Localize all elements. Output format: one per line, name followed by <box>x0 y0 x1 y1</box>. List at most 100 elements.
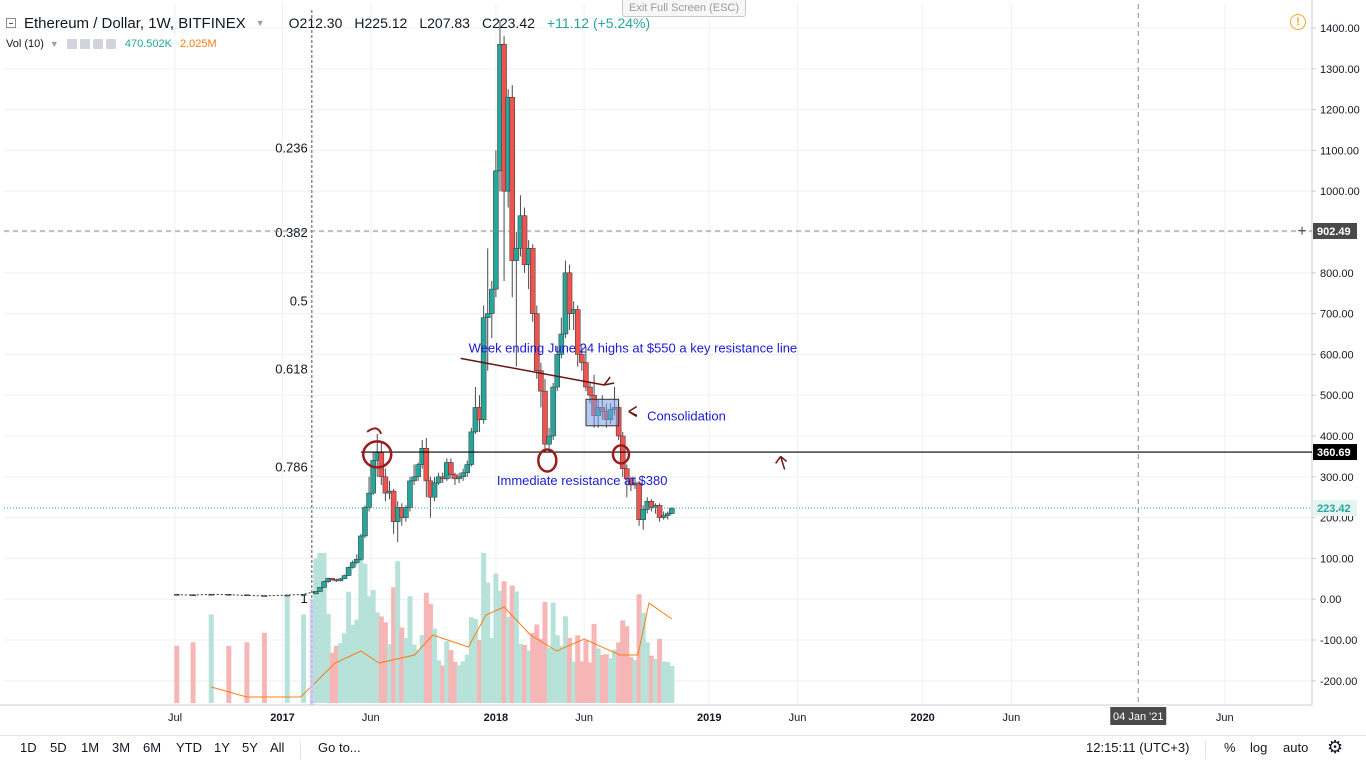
price-axis-background <box>1313 0 1366 705</box>
timeframe-6m[interactable]: 6M <box>143 740 162 755</box>
candle-body <box>313 591 319 595</box>
candle-body <box>448 462 454 476</box>
plus-icon[interactable] <box>92 39 103 49</box>
volume-bar <box>657 638 663 703</box>
eye-icon[interactable] <box>66 39 77 49</box>
timeframe-1m[interactable]: 1M <box>81 740 100 755</box>
timeframe-1d[interactable]: 1D <box>20 740 37 755</box>
volume-bar <box>358 553 364 703</box>
collapse-legend-icon[interactable] <box>6 18 16 28</box>
volume-bar <box>284 596 290 703</box>
symbol-title[interactable]: Ethereum / Dollar, 1W, BITFINEX <box>24 14 246 32</box>
crosshair-price-tag: 902.49 <box>1317 226 1351 238</box>
warning-icon[interactable]: ! <box>1290 14 1306 30</box>
volume-bar <box>534 624 540 703</box>
volume-bar <box>477 639 483 703</box>
exit-fullscreen-button[interactable]: Exit Full Screen (ESC) <box>622 0 747 17</box>
candle-body <box>538 370 544 392</box>
volume-bar <box>591 623 597 703</box>
time-tick-label: 2018 <box>484 712 508 724</box>
timeframe-3m[interactable]: 3M <box>112 740 131 755</box>
volume-bar <box>325 613 331 703</box>
volume-bar <box>493 573 499 703</box>
volume-bar <box>661 661 667 703</box>
volume-bar <box>530 633 536 703</box>
volume-bar <box>481 553 487 703</box>
price-tick-label: 100.00 <box>1320 553 1354 565</box>
candle-body <box>656 505 663 518</box>
high-value: 225.12 <box>364 15 408 31</box>
volume-bar <box>342 633 348 703</box>
price-tick-label: 1200.00 <box>1320 105 1360 117</box>
time-tick-label: Jun <box>1003 712 1021 724</box>
volume-bar <box>652 658 658 703</box>
log-scale-toggle[interactable]: log <box>1250 740 1268 755</box>
volume-bar <box>616 642 622 703</box>
candle-body <box>329 578 335 580</box>
clock-timezone[interactable]: 12:15:11 (UTC+3) <box>1086 740 1190 755</box>
price-tick-label: 500.00 <box>1320 390 1354 402</box>
volume-bar <box>567 637 573 703</box>
goto-date-button[interactable]: Go to... <box>318 740 361 755</box>
gear-icon[interactable]: ⚙ <box>1327 737 1344 757</box>
candle-body <box>317 587 323 592</box>
chevron-down-icon[interactable]: ▼ <box>49 39 59 49</box>
volume-bar <box>333 645 339 703</box>
arrow-resistance <box>779 456 786 470</box>
bottom-toolbar: 1D 5D 1M 3M 6M YTD 1Y 5Y All Go to... 12… <box>0 735 1366 769</box>
symbol-legend: Ethereum / Dollar, 1W, BITFINEX ▼ O 212.3… <box>6 14 650 32</box>
volume-bar <box>612 649 618 703</box>
time-tick-label: 2017 <box>270 712 294 724</box>
arrow-june24 <box>460 357 605 386</box>
candle-body <box>529 248 536 314</box>
volume-bar <box>440 665 446 703</box>
low-label: L <box>419 15 428 31</box>
candle-body <box>411 476 417 482</box>
percent-scale-toggle[interactable]: % <box>1224 740 1236 755</box>
chevron-down-icon[interactable]: ▼ <box>255 18 265 28</box>
fib-anchor-volume-highlight <box>309 599 314 705</box>
settings-icon[interactable] <box>79 39 90 49</box>
volume-bar <box>317 553 323 703</box>
volume-ma-value: 2.025M <box>179 38 217 50</box>
candle-body <box>480 317 487 420</box>
volume-bar <box>261 632 267 703</box>
candle-body <box>407 480 413 508</box>
consolidation-box <box>585 398 620 427</box>
volume-bar <box>329 652 335 703</box>
volume-bar <box>415 649 421 703</box>
volume-bar <box>391 587 397 703</box>
candle-body <box>337 578 344 582</box>
candle-body <box>664 513 671 516</box>
volume-bar <box>456 665 462 703</box>
candle-body <box>468 431 475 465</box>
price-tick-label: 700.00 <box>1320 309 1354 321</box>
timeframe-5y[interactable]: 5Y <box>242 740 258 755</box>
price-tick-label: -100.00 <box>1320 635 1357 647</box>
candle-body <box>546 435 552 445</box>
candle-body <box>542 390 548 445</box>
volume-bar <box>542 601 548 703</box>
candle-body <box>325 578 331 582</box>
timeframe-all[interactable]: All <box>270 740 285 755</box>
volume-label[interactable]: Vol (10) <box>6 38 44 50</box>
time-tick-label: Jun <box>789 712 807 724</box>
volume-bar <box>505 616 511 703</box>
volume-bar <box>464 654 470 703</box>
volume-bar <box>546 647 552 703</box>
candle-body <box>431 482 438 498</box>
candle-body <box>558 333 565 355</box>
candle-body <box>366 492 372 508</box>
timeframe-5d[interactable]: 5D <box>50 740 67 755</box>
candle-body <box>456 476 462 480</box>
close-icon[interactable] <box>105 39 116 49</box>
timeframe-ytd[interactable]: YTD <box>176 740 202 755</box>
marker-scribble <box>366 427 383 435</box>
volume-bar <box>174 645 180 703</box>
auto-scale-toggle[interactable]: auto <box>1283 740 1309 755</box>
volume-bar <box>337 643 343 703</box>
volume-bar <box>374 612 380 703</box>
timeframe-1y[interactable]: 1Y <box>214 740 230 755</box>
candle-body <box>284 594 290 597</box>
